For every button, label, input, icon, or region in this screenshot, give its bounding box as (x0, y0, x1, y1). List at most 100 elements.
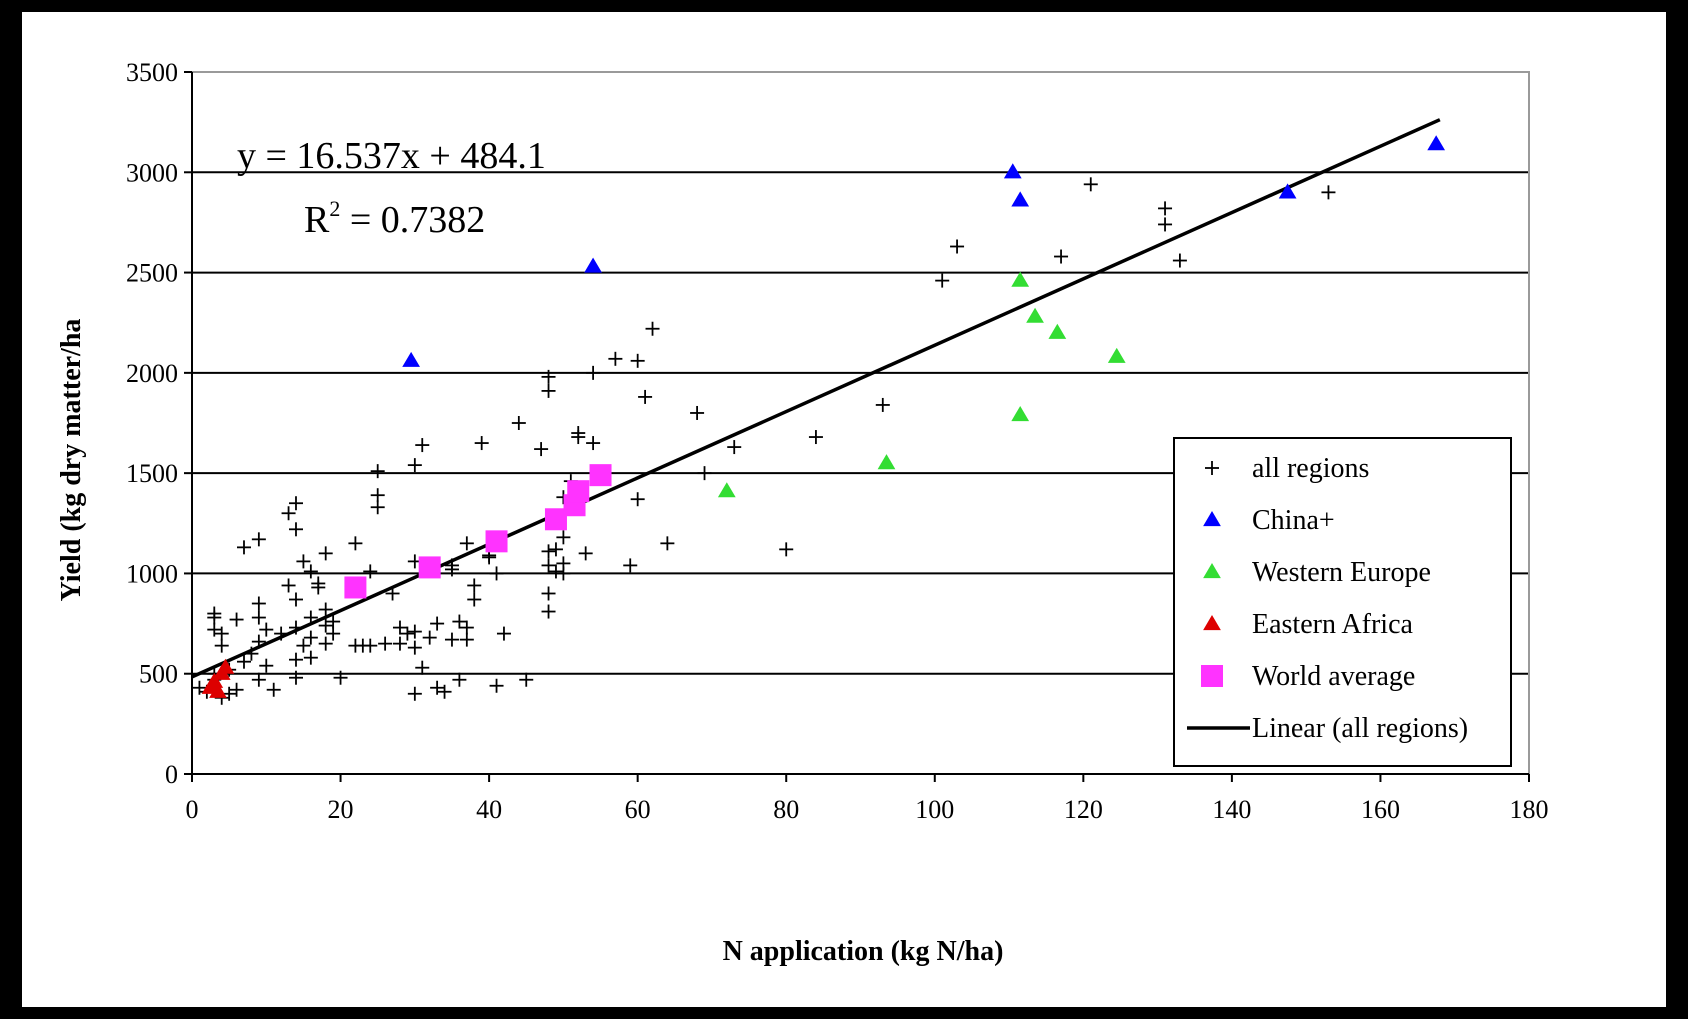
point-all-regions (407, 624, 422, 639)
point-all-regions (266, 682, 281, 697)
point-all-regions (407, 640, 422, 655)
point-all-regions (222, 686, 237, 701)
point-all-regions (281, 578, 296, 593)
point-all-regions (392, 620, 407, 635)
point-all-regions (556, 530, 571, 545)
point-world-average (344, 576, 367, 599)
data-points (192, 135, 1446, 705)
point-all-regions (1158, 217, 1173, 232)
axes (184, 71, 1530, 782)
point-all-regions (303, 630, 318, 645)
x-tick-label: 60 (625, 795, 651, 824)
point-all-regions (519, 672, 534, 687)
point-all-regions (808, 430, 823, 445)
point-all-regions (407, 458, 422, 473)
point-all-regions (875, 397, 890, 412)
point-all-regions (288, 592, 303, 607)
legend-marker-eastern-africa (1203, 615, 1221, 631)
point-all-regions (444, 562, 459, 577)
point-china (402, 351, 420, 367)
legend-box (1173, 437, 1512, 767)
point-eastern-africa (216, 658, 235, 674)
x-tick-label: 120 (1064, 795, 1103, 824)
point-all-regions (548, 542, 563, 557)
point-all-regions (370, 488, 385, 503)
point-all-regions (630, 353, 645, 368)
point-all-regions (303, 564, 318, 579)
point-all-regions (415, 438, 430, 453)
point-all-regions (950, 239, 965, 254)
point-all-regions (1321, 185, 1336, 200)
point-eastern-africa (209, 682, 227, 698)
point-all-regions (430, 680, 445, 695)
y-tick-labels: 0 500 1000 1500 2000 2500 3000 3500 (126, 58, 178, 789)
point-all-regions (1158, 201, 1173, 216)
x-axis-title: N application (kg N/ha) (723, 936, 1004, 967)
point-world-average (567, 480, 590, 503)
point-all-regions (251, 672, 266, 687)
point-china (1011, 191, 1030, 207)
point-all-regions (251, 532, 266, 547)
point-all-regions (511, 416, 526, 430)
point-all-regions (608, 351, 623, 366)
point-all-regions (452, 614, 467, 629)
point-all-regions (422, 630, 437, 645)
point-all-regions (1054, 249, 1069, 264)
chart-frame: 0 20 40 60 80 100 120 140 160 180 0 500 1000 1500 200… (22, 12, 1666, 1007)
point-all-regions (586, 365, 601, 380)
legend-label-eastern-africa: Eastern Africa (1252, 609, 1413, 640)
x-tick-label: 140 (1212, 795, 1251, 824)
point-world-average (589, 464, 612, 487)
y-tick-label: 2500 (126, 259, 178, 288)
x-tick-label: 80 (773, 795, 799, 824)
series-eastern-africa (201, 658, 235, 698)
point-all-regions (467, 592, 482, 607)
point-all-regions (1083, 177, 1098, 192)
point-all-regions (192, 680, 207, 695)
x-tick-label: 20 (328, 795, 354, 824)
point-all-regions (303, 650, 318, 665)
point-western-europe (877, 454, 896, 470)
y-tick-label: 500 (139, 660, 178, 689)
y-tick-label: 0 (165, 760, 178, 789)
point-all-regions (326, 614, 341, 629)
point-all-regions (251, 634, 266, 649)
point-all-regions (474, 436, 489, 451)
legend-label-western-europe: Western Europe (1252, 557, 1431, 588)
legend-marker-all-regions (1205, 461, 1219, 475)
point-all-regions (251, 596, 266, 611)
point-all-regions (274, 626, 289, 641)
y-tick-label: 2000 (126, 359, 178, 388)
point-western-europe (1107, 347, 1126, 363)
legend-marker-china (1203, 511, 1221, 527)
point-all-regions (281, 506, 296, 521)
legend-label-world-average: World average (1252, 661, 1415, 692)
r-squared-annotation: R2 = 0.7382 (304, 196, 485, 241)
point-all-regions (638, 389, 653, 404)
point-all-regions (229, 682, 244, 697)
point-all-regions (556, 566, 571, 581)
point-all-regions (370, 464, 385, 479)
point-all-regions (318, 636, 333, 651)
point-china (1427, 135, 1446, 151)
point-all-regions (288, 522, 303, 537)
point-all-regions (541, 586, 556, 601)
point-all-regions (541, 558, 556, 573)
legend: all regions China+ Western Europe Eastern A… (1173, 437, 1512, 767)
x-tick-label: 180 (1510, 795, 1549, 824)
point-all-regions (459, 536, 474, 551)
point-all-regions (288, 620, 303, 635)
point-all-regions (236, 654, 251, 669)
point-all-regions (541, 383, 556, 398)
point-all-regions (207, 622, 222, 637)
point-all-regions (727, 440, 742, 455)
point-all-regions (437, 684, 452, 699)
point-china (1003, 163, 1022, 179)
point-all-regions (363, 638, 378, 653)
series-china (402, 135, 1446, 367)
point-all-regions (548, 564, 563, 579)
point-all-regions (459, 620, 474, 635)
point-all-regions (571, 426, 586, 441)
point-all-regions (296, 554, 311, 569)
point-all-regions (452, 672, 467, 687)
